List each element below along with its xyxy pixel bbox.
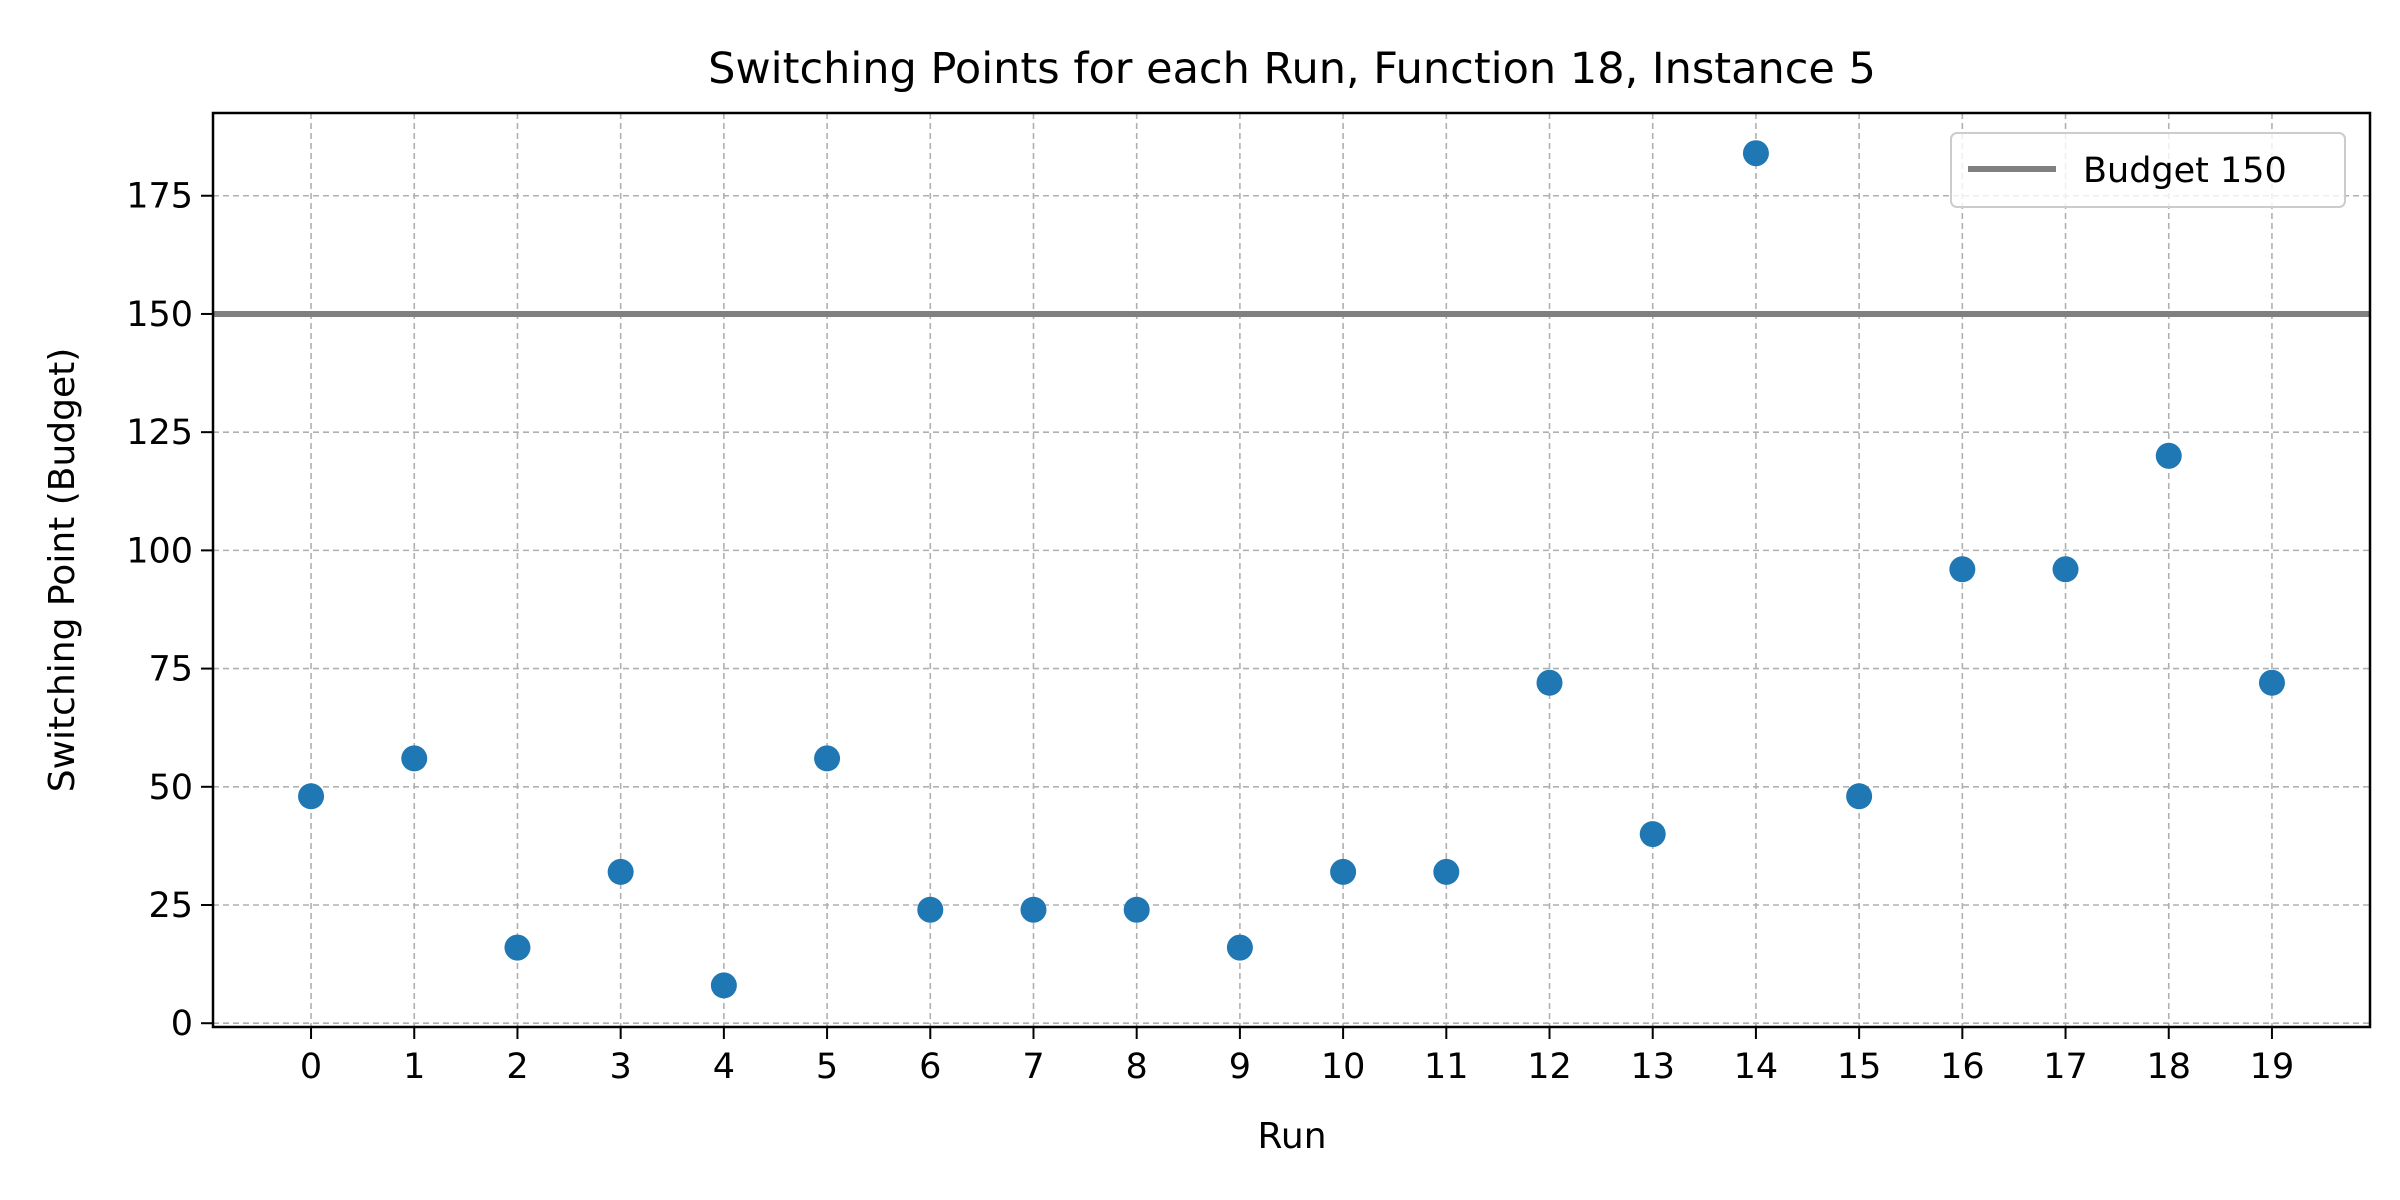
y-tick-label: 150 [126,295,193,335]
x-tick-label: 10 [1321,1047,1366,1087]
data-point [1226,934,1253,961]
chart-title: Switching Points for each Run, Function … [708,44,1876,94]
x-axis-title: Run [1257,1116,1326,1157]
data-point [298,783,325,810]
data-point [1639,821,1666,848]
x-axis-ticks: 0 1 2 3 4 5 6 7 8 9 10 11 12 13 14 15 16 17 18 19 [300,1027,2294,1087]
data-point [1123,896,1150,923]
x-tick-label: 11 [1424,1047,1469,1087]
x-tick-label: 9 [1229,1047,1251,1087]
x-tick-label: 12 [1527,1047,1572,1087]
data-points [298,140,2285,999]
legend: Budget 150 [1950,132,2346,208]
x-tick-label: 14 [1734,1047,1779,1087]
data-point [2052,556,2079,583]
data-point [401,745,428,772]
data-point [2155,442,2182,469]
x-tick-label: 2 [506,1047,528,1087]
x-tick-label: 8 [1126,1047,1148,1087]
x-tick-label: 13 [1630,1047,1675,1087]
data-point [1330,858,1357,885]
x-tick-label: 15 [1837,1047,1882,1087]
x-tick-label: 4 [713,1047,735,1087]
x-tick-label: 5 [816,1047,838,1087]
x-tick-label: 16 [1940,1047,1985,1087]
x-tick-label: 18 [2146,1047,2191,1087]
x-tick-label: 3 [610,1047,632,1087]
data-point [710,972,737,999]
y-axis-ticks: 0 25 50 75 100 125 150 175 [126,177,213,1044]
x-tick-label: 1 [403,1047,425,1087]
x-tick-label: 19 [2250,1047,2295,1087]
x-tick-label: 6 [919,1047,941,1087]
data-point [1949,556,1976,583]
y-tick-label: 75 [148,650,193,690]
y-axis-title: Switching Point (Budget) [42,348,83,793]
y-tick-label: 175 [126,177,193,217]
y-tick-label: 25 [148,886,193,926]
legend-box [1950,132,2346,208]
x-tick-label: 7 [1022,1047,1044,1087]
data-point [504,934,531,961]
y-tick-label: 50 [148,768,193,808]
data-point [1536,669,1563,696]
data-point [1433,858,1460,885]
data-point [917,896,944,923]
plot-frame [211,111,2372,1029]
x-tick-label: 17 [2043,1047,2088,1087]
data-point [1846,783,1873,810]
legend-label: Budget 150 [2083,151,2287,191]
y-tick-label: 125 [126,413,193,453]
data-point [607,858,634,885]
y-tick-label: 100 [126,531,193,571]
data-point [1020,896,1047,923]
x-tick-label: 0 [300,1047,322,1087]
y-tick-label: 0 [171,1004,193,1044]
data-point [2258,669,2285,696]
data-point [814,745,841,772]
data-point [1742,140,1769,167]
